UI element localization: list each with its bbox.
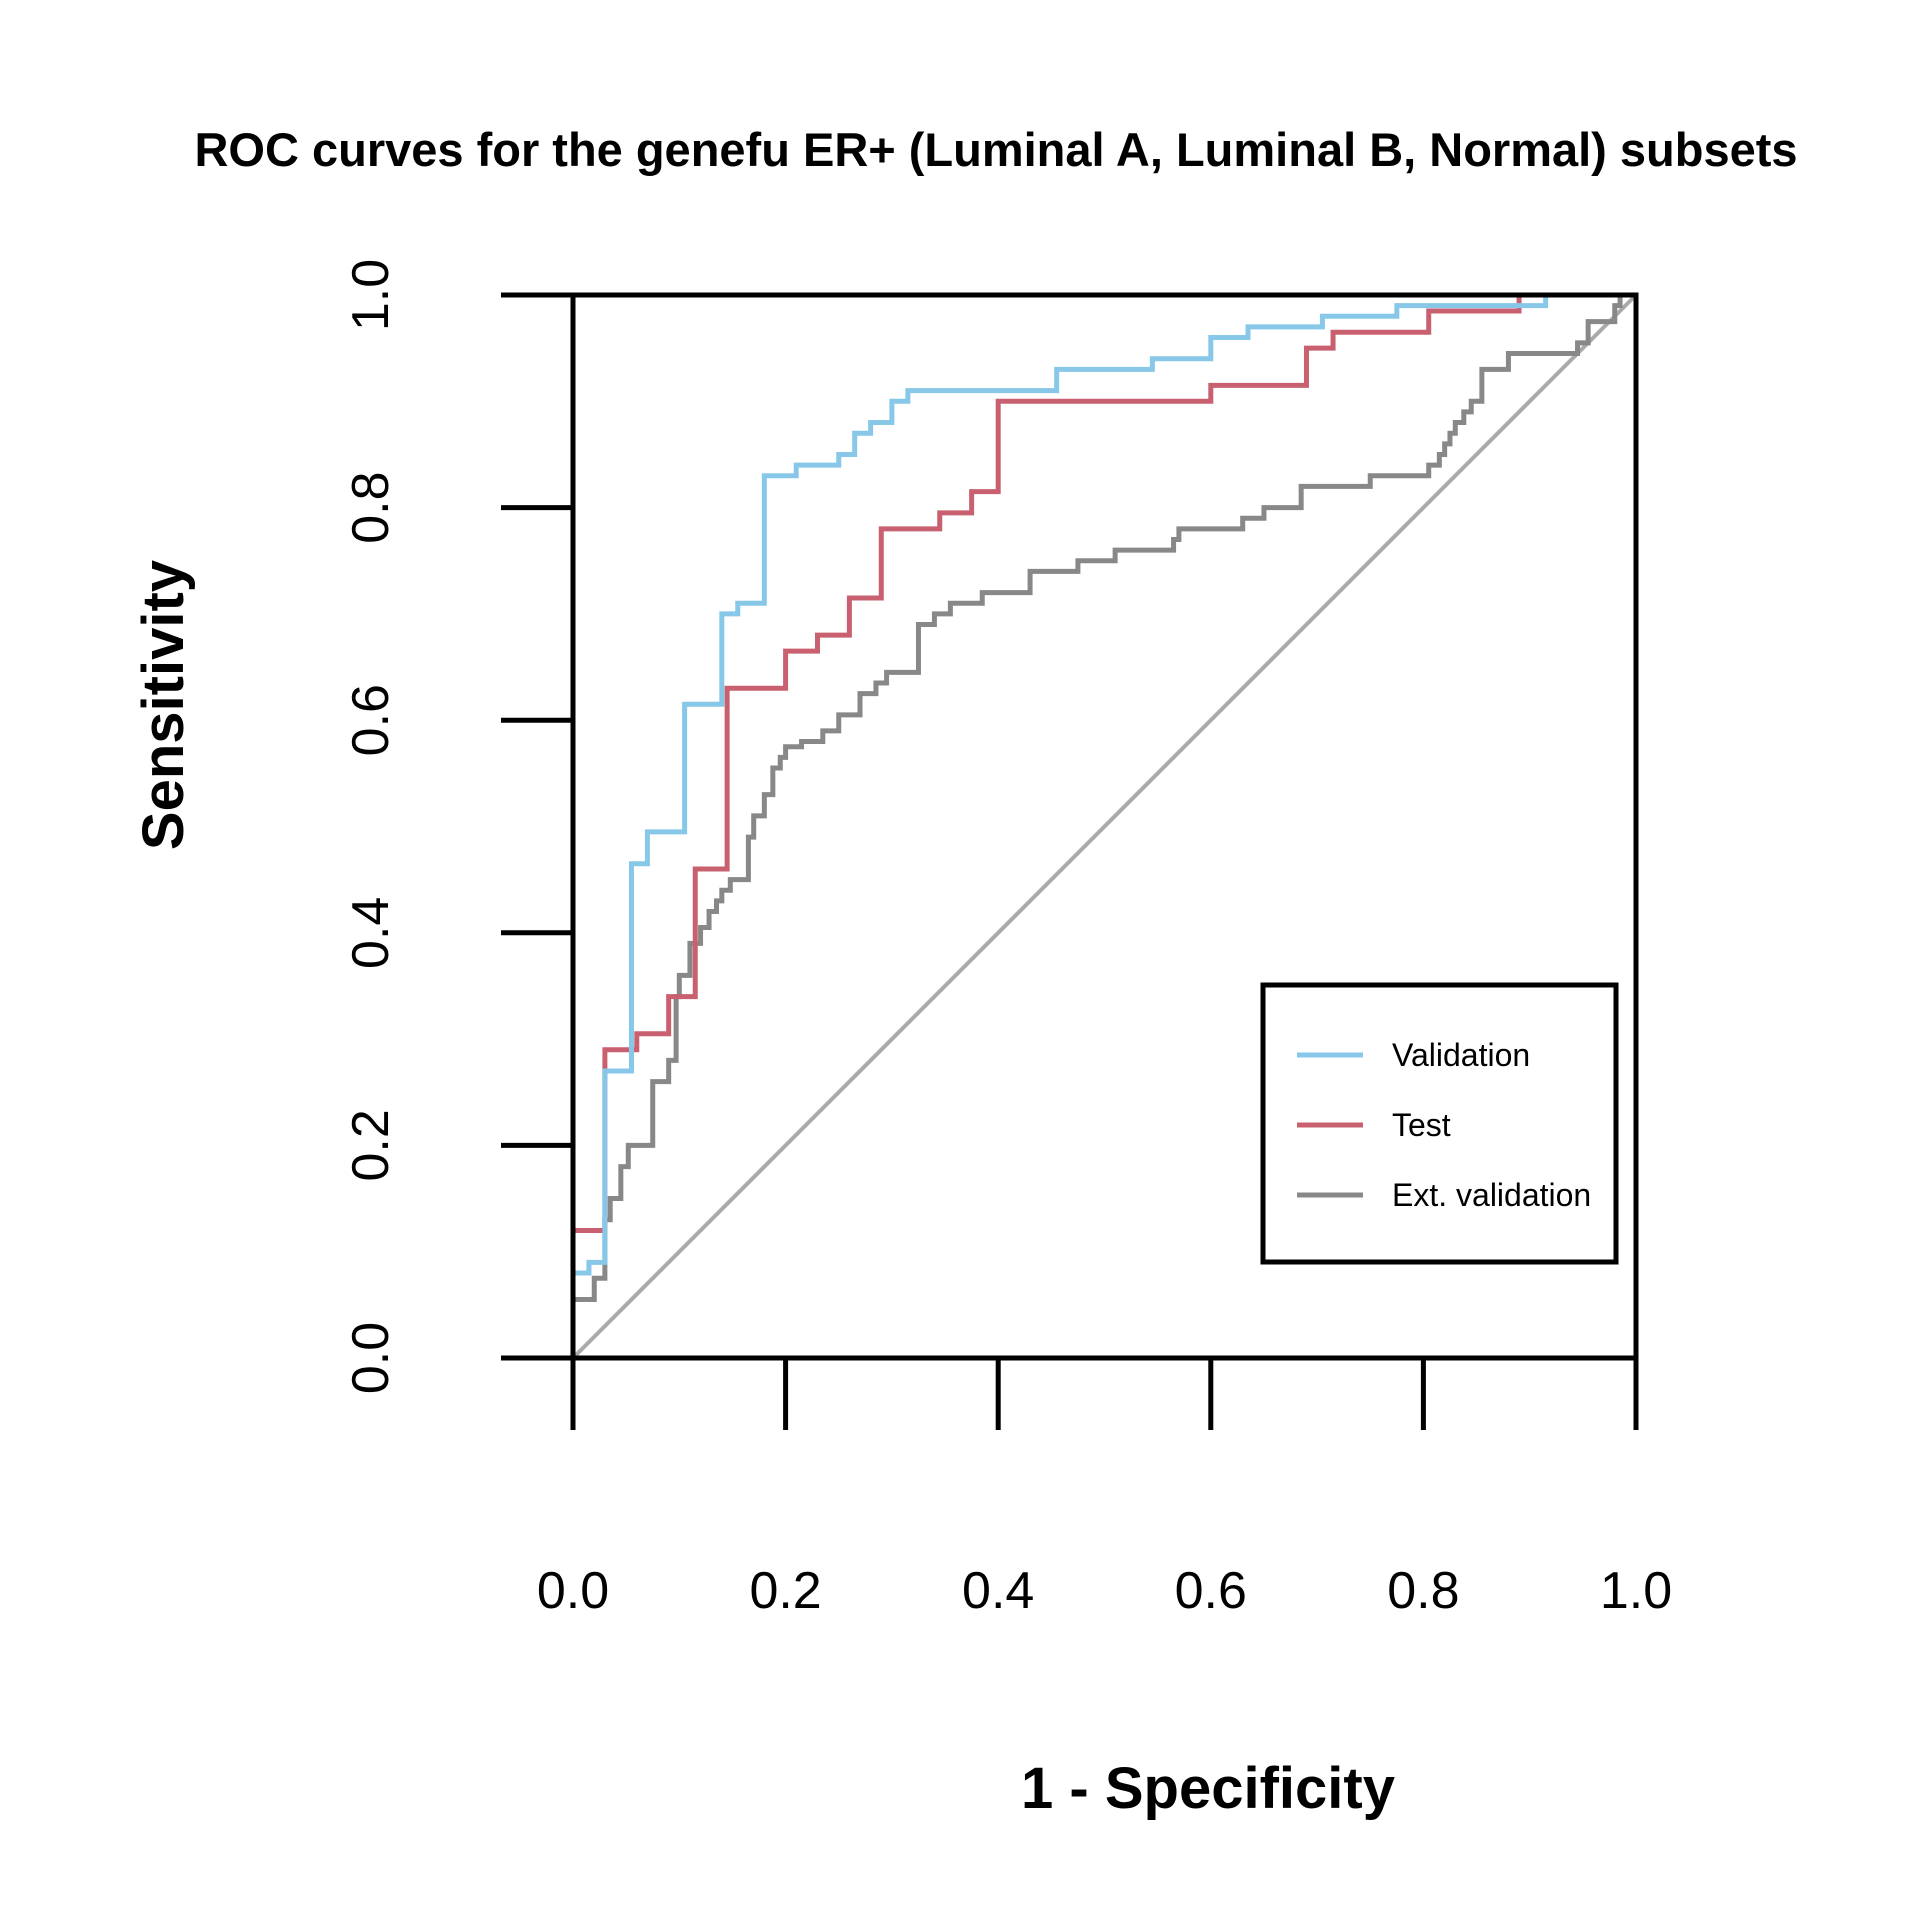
x-tick-label: 0.2 (749, 1562, 821, 1620)
series-line-validation (570, 292, 1636, 1358)
series-line-test (570, 292, 1636, 1358)
y-tick-label: 0.8 (342, 471, 400, 543)
x-axis-title: 1 - Specificity (1021, 1756, 1395, 1821)
legend-label: Test (1392, 1107, 1451, 1143)
legend: Validation Test Ext. validation (1260, 982, 1619, 1265)
x-tick-label: 0.8 (1387, 1562, 1459, 1620)
reference-diagonal (571, 293, 1638, 1360)
x-tick-label: 0.0 (537, 1562, 609, 1620)
y-tick-label: 1.0 (342, 259, 400, 331)
x-tick-label: 1.0 (1600, 1562, 1672, 1620)
roc-series (570, 292, 1636, 1358)
y-tick-label: 0.6 (342, 684, 400, 756)
plot-frame (570, 292, 1639, 1361)
y-tick-label: 0.2 (342, 1109, 400, 1181)
x-tick-label: 0.4 (962, 1562, 1034, 1620)
legend-label: Validation (1392, 1037, 1530, 1073)
y-tick-label: 0.4 (342, 897, 400, 969)
legend-label: Ext. validation (1392, 1177, 1591, 1213)
x-tick-label: 0.6 (1175, 1562, 1247, 1620)
y-axis-title: Sensitivity (131, 560, 196, 850)
y-tick-label: 0.0 (342, 1322, 400, 1394)
axis-ticks: 0.0 0.2 0.4 0.6 0.8 1.0 0.0 0.2 0.4 0.6 0.8 1.0 (342, 259, 1672, 1620)
reference-line (571, 293, 1638, 1360)
chart-title: ROC curves for the genefu ER+ (Luminal A… (194, 123, 1797, 176)
